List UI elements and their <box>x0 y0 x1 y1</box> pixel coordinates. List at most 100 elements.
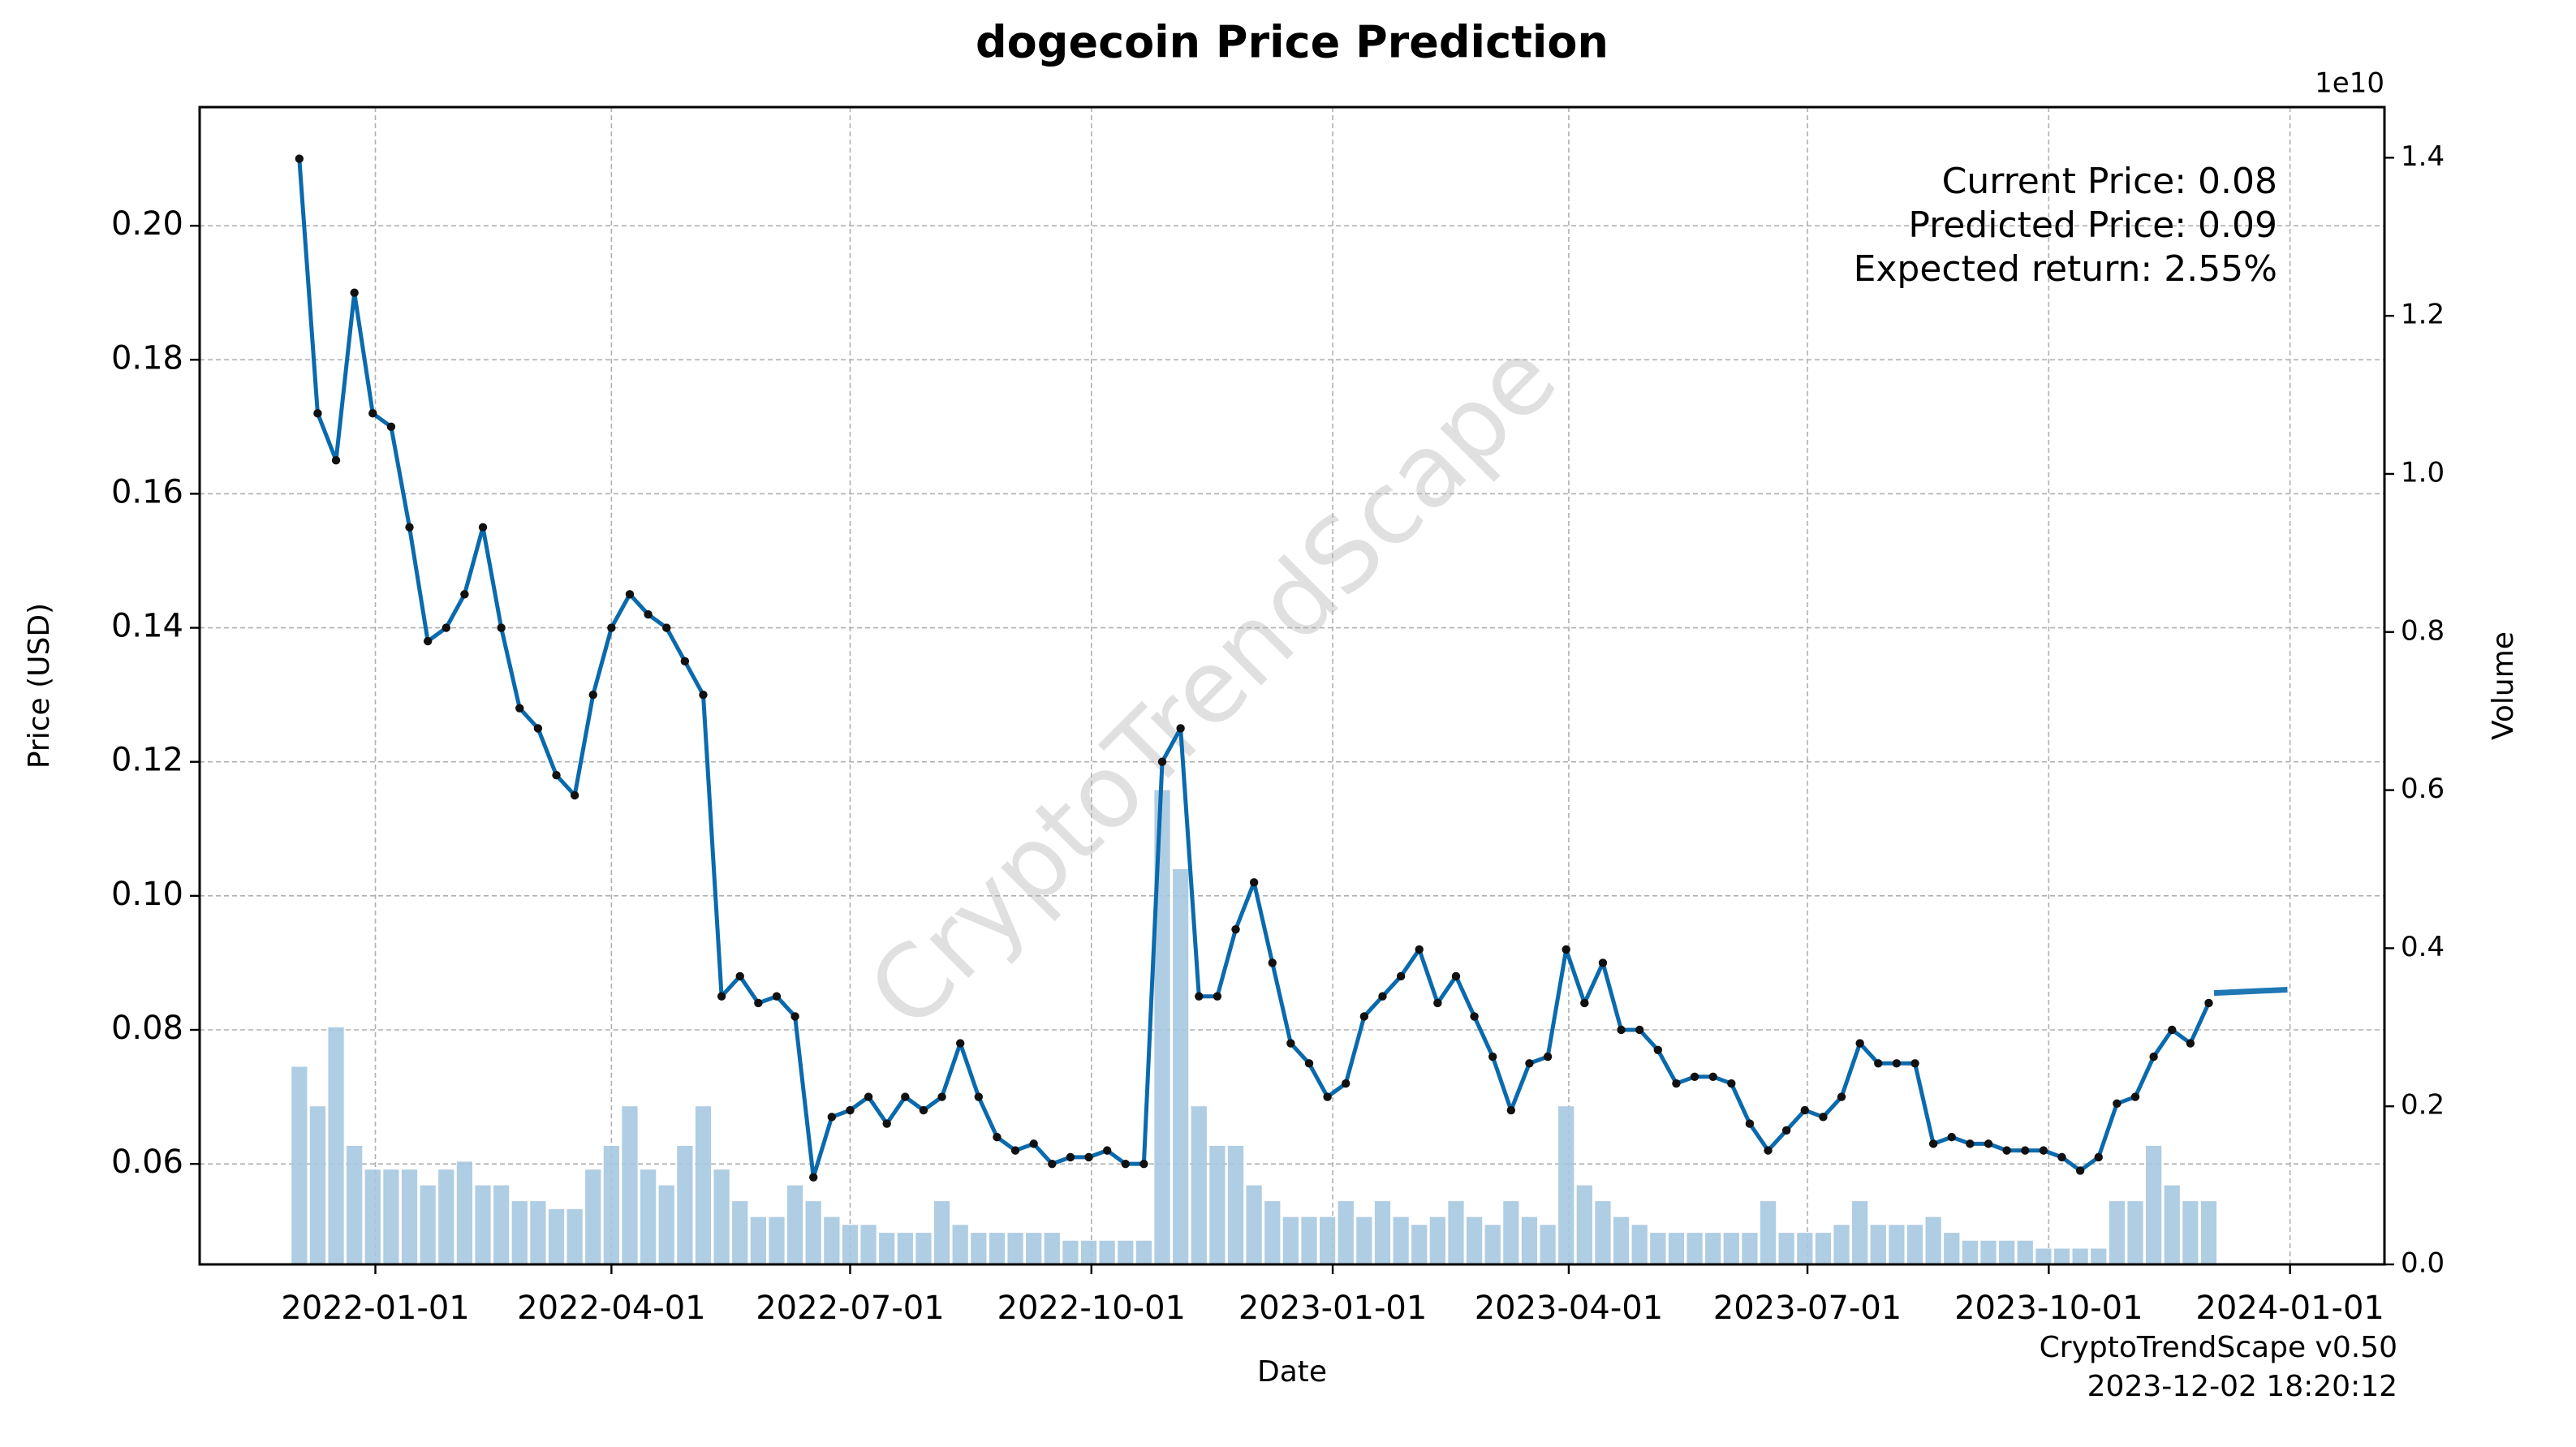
price-marker <box>1048 1159 1057 1169</box>
price-marker <box>1157 757 1167 766</box>
price-marker <box>1488 1052 1497 1062</box>
annotation: Expected return: 2.55% <box>1854 248 2277 290</box>
volume-bar <box>566 1208 583 1264</box>
y2-tick-label: 1.2 <box>2401 299 2445 331</box>
price-marker <box>2204 998 2213 1008</box>
price-marker <box>2057 1152 2066 1162</box>
price-marker <box>478 523 488 532</box>
y-tick-label: 0.20 <box>111 205 183 243</box>
volume-bar <box>750 1217 766 1264</box>
price-marker <box>1323 1092 1332 1101</box>
price-marker <box>1029 1139 1038 1148</box>
volume-bar <box>677 1145 693 1264</box>
price-marker <box>570 790 579 800</box>
y-tick-label: 0.14 <box>111 608 183 645</box>
volume-bar <box>1613 1217 1630 1264</box>
x-tick-label: 2023-10-01 <box>1954 1290 2143 1327</box>
volume-bar <box>1668 1233 1685 1264</box>
volume-bar <box>897 1233 913 1264</box>
volume-bar <box>1742 1233 1758 1264</box>
x-tick-label: 2022-07-01 <box>756 1290 944 1327</box>
price-marker <box>1396 971 1406 981</box>
volume-bar <box>1650 1233 1666 1264</box>
price-marker <box>1378 992 1387 1001</box>
price-marker <box>1819 1113 1828 1122</box>
price-marker <box>809 1173 818 1182</box>
volume-bar <box>2109 1201 2125 1264</box>
volume-bar <box>1246 1185 1262 1264</box>
y2-tick-label: 1.4 <box>2401 140 2445 173</box>
price-marker <box>2021 1146 2030 1155</box>
price-marker <box>331 455 341 465</box>
price-marker <box>717 992 726 1001</box>
price-marker <box>1617 1025 1626 1035</box>
price-marker <box>937 1092 946 1101</box>
volume-bar <box>1099 1240 1115 1264</box>
y2-tick-label: 0.6 <box>2401 773 2445 805</box>
volume-bar <box>603 1145 619 1264</box>
price-marker <box>1910 1059 1919 1068</box>
volume-bar <box>1925 1217 1941 1264</box>
price-marker <box>1176 724 1185 733</box>
price-marker <box>754 998 763 1008</box>
volume-bar <box>438 1169 454 1264</box>
price-marker <box>1855 1039 1864 1048</box>
price-marker <box>827 1113 837 1122</box>
volume-bar <box>1173 868 1189 1264</box>
volume-bar <box>1154 790 1170 1264</box>
price-marker <box>1947 1132 1956 1142</box>
price-marker <box>350 288 359 297</box>
x-axis-label: Date <box>1257 1355 1327 1389</box>
price-marker <box>1966 1139 1975 1148</box>
price-marker <box>662 623 671 632</box>
volume-bar <box>1393 1217 1409 1264</box>
y-tick-label: 0.16 <box>111 473 183 510</box>
price-marker <box>1598 958 1608 967</box>
price-marker <box>1433 998 1442 1008</box>
volume-bar <box>291 1066 308 1264</box>
price-marker <box>2075 1166 2085 1175</box>
price-marker <box>955 1039 965 1048</box>
price-marker <box>2039 1146 2048 1155</box>
volume-bar <box>1044 1233 1060 1264</box>
price-marker <box>1268 958 1277 967</box>
volume-bar <box>860 1225 877 1264</box>
price-marker <box>2130 1092 2140 1101</box>
price-marker <box>1653 1045 1663 1054</box>
volume-bar <box>1026 1233 1042 1264</box>
volume-bar <box>401 1169 418 1264</box>
volume-bar <box>2127 1201 2143 1264</box>
volume-bar <box>915 1233 932 1264</box>
volume-bar <box>1338 1201 1354 1264</box>
volume-bar <box>786 1185 803 1264</box>
volume-bar <box>1576 1185 1592 1264</box>
price-marker <box>1286 1039 1295 1048</box>
volume-bar <box>1595 1201 1611 1264</box>
price-marker <box>1672 1079 1681 1088</box>
volume-bar <box>1191 1106 1207 1264</box>
price-marker <box>2149 1052 2158 1062</box>
plot-frame <box>198 106 2386 1266</box>
volume-bar <box>1521 1217 1538 1264</box>
y2-tick-label: 0.0 <box>2401 1247 2445 1280</box>
volume-bar <box>1503 1201 1519 1264</box>
volume-bar <box>1118 1240 1134 1264</box>
price-marker <box>1745 1119 1755 1128</box>
volume-bar <box>1999 1240 2015 1264</box>
price-marker <box>1984 1139 1993 1148</box>
volume-bar <box>364 1169 381 1264</box>
price-marker <box>2094 1152 2103 1162</box>
volume-bar <box>695 1106 712 1264</box>
volume-bar <box>475 1185 491 1264</box>
price-marker <box>1580 998 1589 1008</box>
volume-bar <box>1135 1240 1152 1264</box>
price-marker <box>1928 1139 1938 1148</box>
footer-text: CryptoTrendScape v0.50 <box>2040 1331 2397 1364</box>
volume-bar <box>1870 1225 1886 1264</box>
volume-bar <box>347 1145 363 1264</box>
price-marker <box>864 1092 873 1101</box>
price-marker <box>1102 1146 1112 1155</box>
volume-bar <box>2053 1248 2070 1264</box>
volume-bar <box>2091 1248 2107 1264</box>
volume-bar <box>1815 1233 1832 1264</box>
